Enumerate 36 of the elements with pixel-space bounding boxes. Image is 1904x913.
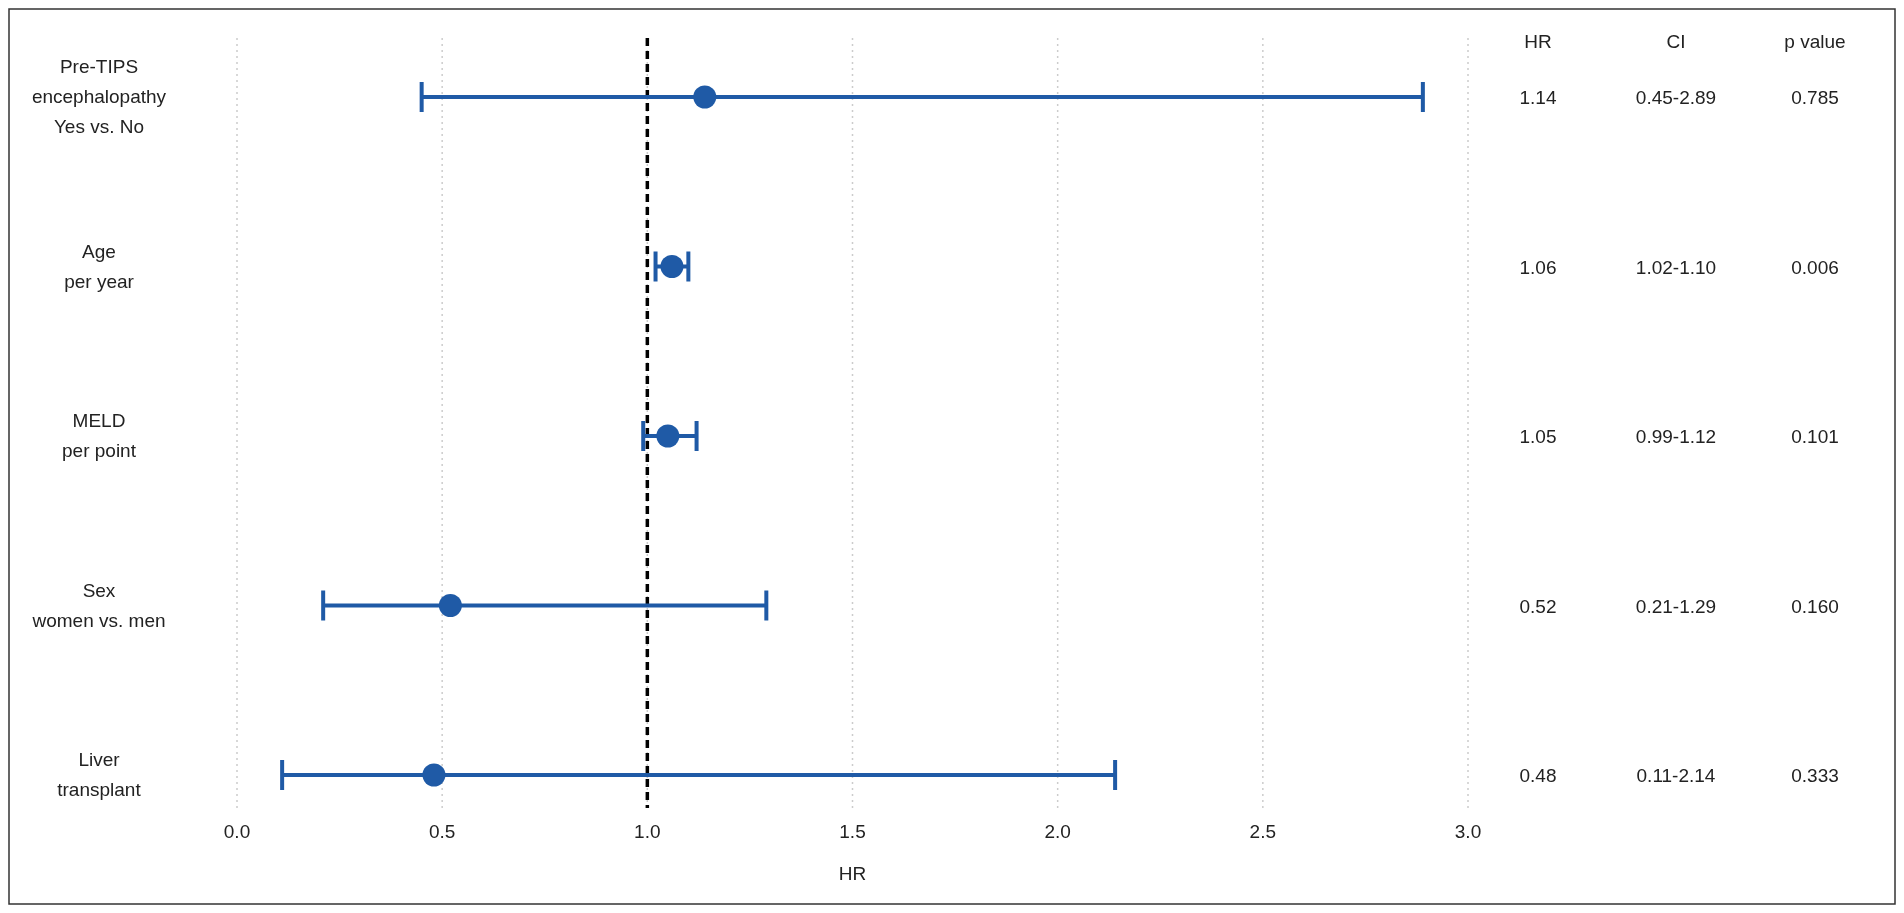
y-tick-label: MELD per point bbox=[62, 410, 137, 461]
text: 0.101 bbox=[1791, 426, 1839, 447]
text: 0.21-1.29 bbox=[1635, 595, 1717, 617]
x-tick-label: 2.0 bbox=[1044, 821, 1071, 842]
data-label: 0.52 bbox=[1519, 595, 1557, 617]
point bbox=[693, 85, 717, 109]
x-tick-label: 0.0 bbox=[223, 821, 251, 842]
text: CI bbox=[1666, 31, 1686, 52]
point bbox=[438, 594, 462, 617]
text: 1.02-1.10 bbox=[1635, 256, 1717, 278]
y-tick-label: Sex women vs. men bbox=[31, 579, 166, 631]
point bbox=[422, 763, 446, 787]
text: 0.785 bbox=[1791, 87, 1839, 108]
data-label: 1.14 bbox=[1519, 87, 1557, 108]
y-tick-label: Liver transplant bbox=[57, 749, 142, 800]
text: p value bbox=[1784, 31, 1846, 52]
y-tick-label: Age per year bbox=[64, 240, 135, 292]
x-tick-label: 0.5 bbox=[428, 821, 456, 842]
text: 0.99-1.12 bbox=[1635, 426, 1717, 447]
point bbox=[656, 424, 680, 448]
x-tick-label: 3.0 bbox=[1454, 821, 1482, 842]
y-tick-label: Pre-TIPS encephalopathy Yes vs. No bbox=[31, 56, 167, 137]
text: 0.45-2.89 bbox=[1635, 87, 1717, 108]
text: 0.006 bbox=[1791, 256, 1839, 278]
data-label: 1.05 bbox=[1519, 426, 1557, 447]
data-label: 0.48 bbox=[1519, 765, 1557, 786]
x-axis-title: HR bbox=[838, 863, 867, 884]
text: 0.333 bbox=[1791, 765, 1839, 786]
text: 0.160 bbox=[1791, 595, 1839, 617]
x-tick-label: 1.5 bbox=[839, 821, 866, 842]
data-label: 1.06 bbox=[1519, 256, 1557, 278]
point bbox=[660, 255, 684, 278]
x-tick-label: 1.0 bbox=[634, 821, 661, 842]
text: 0.11-2.14 bbox=[1636, 765, 1716, 786]
x-tick-label: 2.5 bbox=[1249, 821, 1277, 842]
text: HR bbox=[1524, 31, 1552, 52]
